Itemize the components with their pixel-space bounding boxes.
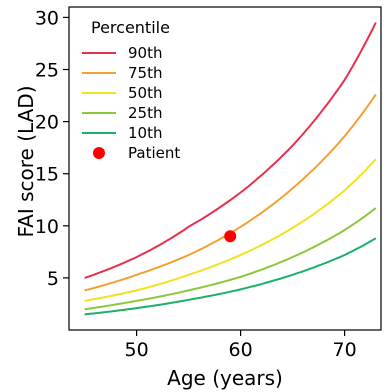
y-tick-label: 20 [35,112,59,134]
y-tick-label: 10 [35,216,59,238]
x-tick-label: 50 [125,339,149,361]
series-line-75th [84,93,377,292]
plot-area-frame [68,6,382,331]
y-tick-label: 25 [35,60,59,82]
y-tick-label: 5 [47,268,59,290]
x-axis-label: Age (years) [167,366,283,390]
legend-label-50th: 50th [128,84,162,102]
series-line-10th [84,237,377,316]
legend-label-10th: 10th [128,124,162,142]
legend-swatch-patient [93,147,105,159]
series-line-90th [84,22,377,279]
series-line-25th [84,207,377,311]
x-tick-label: 70 [333,339,357,361]
patient-layer [224,230,237,243]
series-line-50th [84,158,377,302]
y-tick-label: 15 [35,164,59,186]
series-layer [84,22,377,316]
legend: Percentile 90th 75th 50th 25th 10th Patient [82,18,180,162]
y-tick-label: 30 [35,7,59,29]
legend-title: Percentile [91,18,170,37]
ticks-layer: 50 60 70 5 10 15 20 25 30 [35,7,357,361]
legend-label-25th: 25th [128,104,162,122]
patient-point [224,230,237,243]
y-axis-label: FAI score (LAD) [14,86,38,238]
legend-label-75th: 75th [128,64,162,82]
legend-label-90th: 90th [128,44,162,62]
legend-label-patient: Patient [128,144,180,162]
x-tick-label: 60 [229,339,253,361]
